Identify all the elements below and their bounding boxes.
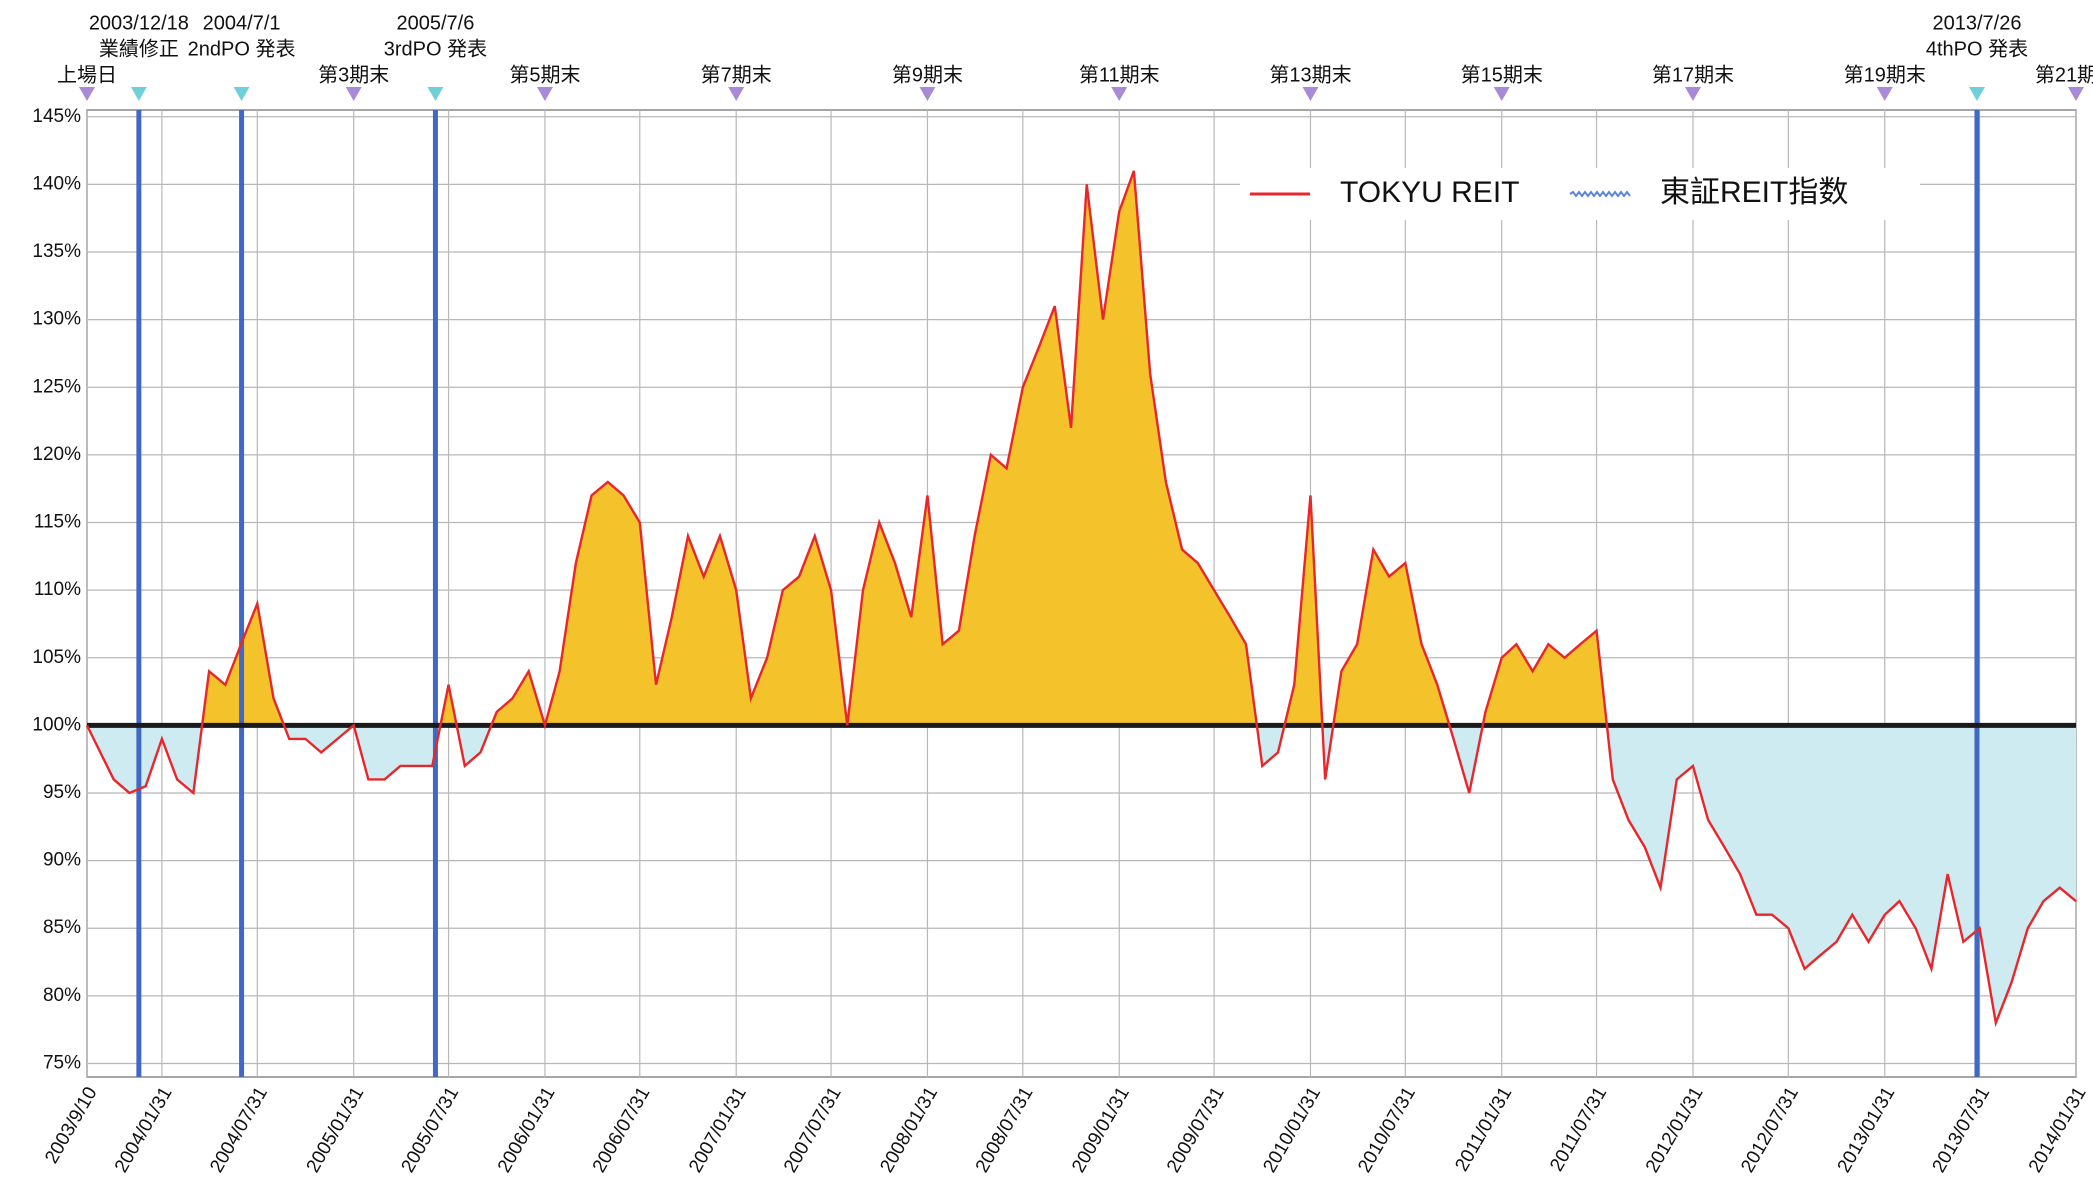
marker-label: 4thPO 発表 <box>1926 37 2028 60</box>
x-tick-label: 2014/01/31 <box>2025 1084 2091 1177</box>
y-tick-label: 95% <box>43 782 81 803</box>
marker-triangle <box>1493 87 1510 101</box>
y-tick-label: 80% <box>43 985 81 1006</box>
x-tick-label: 2005/07/31 <box>397 1084 463 1177</box>
marker-triangle <box>1876 87 1893 101</box>
marker-label: 3rdPO 発表 <box>384 37 487 60</box>
y-tick-label: 130% <box>32 309 81 330</box>
legend-swatch <box>1569 190 1631 198</box>
marker-triangle <box>233 87 250 101</box>
x-tick-label: 2007/07/31 <box>780 1084 846 1177</box>
x-tick-label: 2011/01/31 <box>1451 1084 1516 1176</box>
x-tick-label: 2008/01/31 <box>876 1084 942 1177</box>
x-tick-label: 2011/07/31 <box>1546 1084 1611 1176</box>
marker-triangle <box>345 87 362 101</box>
x-tick-label: 2013/07/31 <box>1929 1084 1995 1177</box>
marker-triangle <box>1111 87 1128 101</box>
y-tick-label: 125% <box>32 376 81 397</box>
marker-label: 第5期末 <box>509 63 580 86</box>
x-tick-label: 2012/07/31 <box>1737 1084 1803 1177</box>
y-tick-label: 140% <box>32 173 81 194</box>
y-tick-label: 115% <box>34 512 81 533</box>
legend-label: 東証REIT指数 <box>1660 176 1848 209</box>
marker-triangle <box>728 87 745 101</box>
marker-triangle <box>2068 87 2084 101</box>
y-tick-label: 110% <box>34 579 81 600</box>
marker-triangle <box>130 87 147 101</box>
marker-label: 2013/7/26 <box>1932 12 2021 34</box>
y-tick-label: 120% <box>32 444 81 465</box>
marker-label: 第9期末 <box>892 63 963 86</box>
marker-label: 業績修正 <box>99 37 179 60</box>
y-tick-label: 105% <box>32 647 81 668</box>
x-tick-label: 2007/01/31 <box>685 1084 751 1177</box>
x-tick-label: 2012/01/31 <box>1642 1084 1708 1177</box>
x-tick-label: 2009/07/31 <box>1163 1084 1229 1177</box>
marker-label: 第7期末 <box>701 63 772 86</box>
x-tick-label: 2004/01/31 <box>111 1084 177 1177</box>
y-tick-label: 75% <box>43 1052 81 1073</box>
marker-triangle <box>79 87 95 101</box>
y-tick-label: 85% <box>43 917 81 938</box>
marker-triangle <box>1302 87 1319 101</box>
x-tick-label: 2013/01/31 <box>1834 1084 1900 1177</box>
marker-label: 第15期末 <box>1461 63 1543 86</box>
y-tick-label: 145% <box>32 106 81 127</box>
marker-label: 第21期末 <box>2035 63 2093 86</box>
marker-label: 上場日 <box>57 63 117 86</box>
legend-label: TOKYU REIT <box>1340 176 1519 209</box>
marker-label: 第11期末 <box>1079 63 1160 86</box>
marker-triangle <box>919 87 936 101</box>
x-tick-label: 2008/07/31 <box>972 1084 1038 1177</box>
y-tick-label: 90% <box>43 850 81 871</box>
marker-label: 2005/7/6 <box>397 12 475 34</box>
y-tick-label: 135% <box>32 241 81 262</box>
y-tick-label: 100% <box>32 714 81 735</box>
marker-label: 2004/7/1 <box>203 12 281 34</box>
marker-triangle <box>536 87 553 101</box>
x-tick-label: 2009/01/31 <box>1068 1084 1134 1177</box>
marker-triangle <box>1968 87 1985 101</box>
x-tick-label: 2004/07/31 <box>206 1084 272 1177</box>
legend: TOKYU REIT 東証REIT指数 <box>1240 168 1920 220</box>
area-above <box>202 170 1607 726</box>
x-tick-label: 2010/07/31 <box>1354 1084 1420 1177</box>
marker-triangle <box>1684 87 1701 101</box>
x-tick-label: 2003/9/10 <box>41 1084 101 1168</box>
x-tick-label: 2006/07/31 <box>589 1084 655 1177</box>
marker-label: 2003/12/18 <box>89 12 189 34</box>
x-tick-label: 2010/01/31 <box>1259 1084 1325 1177</box>
marker-label: 2ndPO 発表 <box>188 37 296 60</box>
marker-label: 第13期末 <box>1269 63 1351 86</box>
marker-triangle <box>427 87 444 101</box>
marker-label: 第19期末 <box>1844 63 1926 86</box>
area-below <box>87 725 2076 1023</box>
marker-label: 第3期末 <box>318 63 389 86</box>
marker-label: 第17期末 <box>1652 63 1734 86</box>
x-tick-label: 2006/01/31 <box>494 1084 560 1177</box>
x-tick-label: 2005/01/31 <box>303 1084 369 1177</box>
series-line <box>85 170 2077 1028</box>
